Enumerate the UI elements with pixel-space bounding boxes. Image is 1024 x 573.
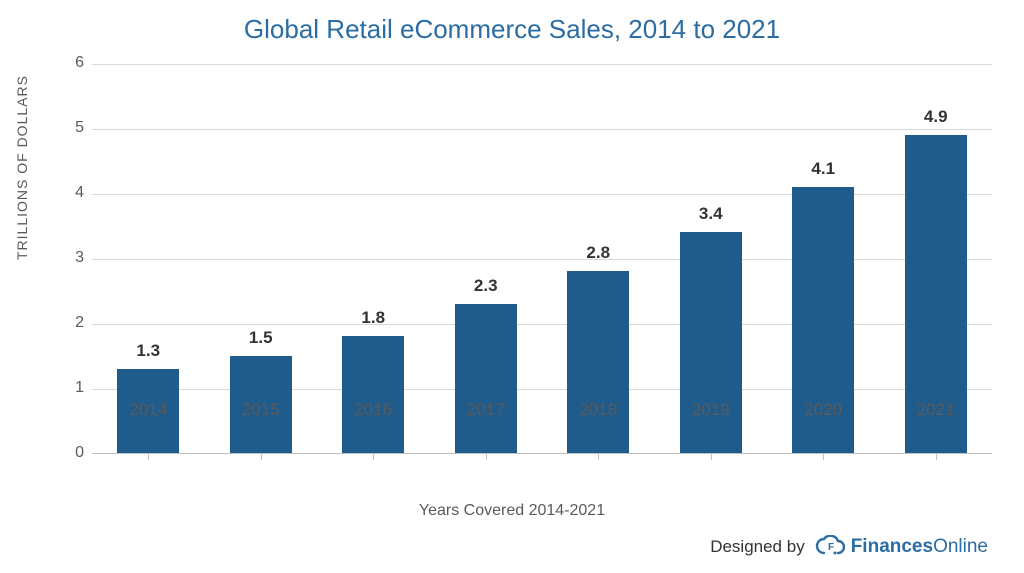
x-tick-label: 2018 [558,400,638,420]
y-axis-label: TRILLIONS OF DOLLARS [14,75,30,260]
attribution: Designed by F FinancesOnline [710,535,988,559]
y-tick-label: 0 [64,444,84,462]
cloud-icon: F [815,535,845,559]
brand-logo: F FinancesOnline [815,535,988,559]
x-tick-mark [823,454,824,460]
y-tick-label: 3 [64,249,84,267]
x-tick-label: 2020 [783,400,863,420]
x-tick-label: 2015 [221,400,301,420]
bar-value-label: 4.9 [906,107,966,127]
plot-region: 1.3 1.5 1.8 2.3 2.8 3.4 4.1 4.9 [92,64,992,454]
x-tick-mark [711,454,712,460]
x-tick-label: 2019 [671,400,751,420]
bar-value-label: 4.1 [793,159,853,179]
bar [567,271,629,453]
bar-value-label: 1.5 [231,328,291,348]
bar [455,304,517,454]
gridline [92,129,992,130]
y-tick-label: 1 [64,379,84,397]
y-tick-label: 5 [64,119,84,137]
brand-name-bold: Finances [851,536,933,557]
x-tick-mark [936,454,937,460]
x-tick-label: 2021 [896,400,976,420]
brand-name: FinancesOnline [851,536,988,558]
svg-text:F: F [828,542,834,553]
chart-title: Global Retail eCommerce Sales, 2014 to 2… [0,0,1024,53]
y-tick-label: 4 [64,184,84,202]
bar-value-label: 3.4 [681,204,741,224]
gridline [92,389,992,390]
x-tick-mark [486,454,487,460]
gridline [92,194,992,195]
brand-name-light: Online [933,536,988,557]
gridline [92,64,992,65]
bar [342,336,404,453]
x-tick-label: 2014 [108,400,188,420]
x-tick-mark [148,454,149,460]
chart-plot-area: 1.3 1.5 1.8 2.3 2.8 3.4 4.1 4.9 [92,64,992,454]
bar-value-label: 1.8 [343,308,403,328]
gridline [92,259,992,260]
bar-value-label: 2.8 [568,243,628,263]
y-tick-label: 6 [64,54,84,72]
x-tick-label: 2017 [446,400,526,420]
x-axis-label: Years Covered 2014-2021 [0,502,1024,520]
x-tick-mark [373,454,374,460]
bar-value-label: 2.3 [456,276,516,296]
gridline [92,324,992,325]
x-tick-mark [261,454,262,460]
y-tick-label: 2 [64,314,84,332]
attribution-prefix: Designed by [710,537,805,557]
x-tick-label: 2016 [333,400,413,420]
bar-value-label: 1.3 [118,341,178,361]
x-tick-mark [598,454,599,460]
